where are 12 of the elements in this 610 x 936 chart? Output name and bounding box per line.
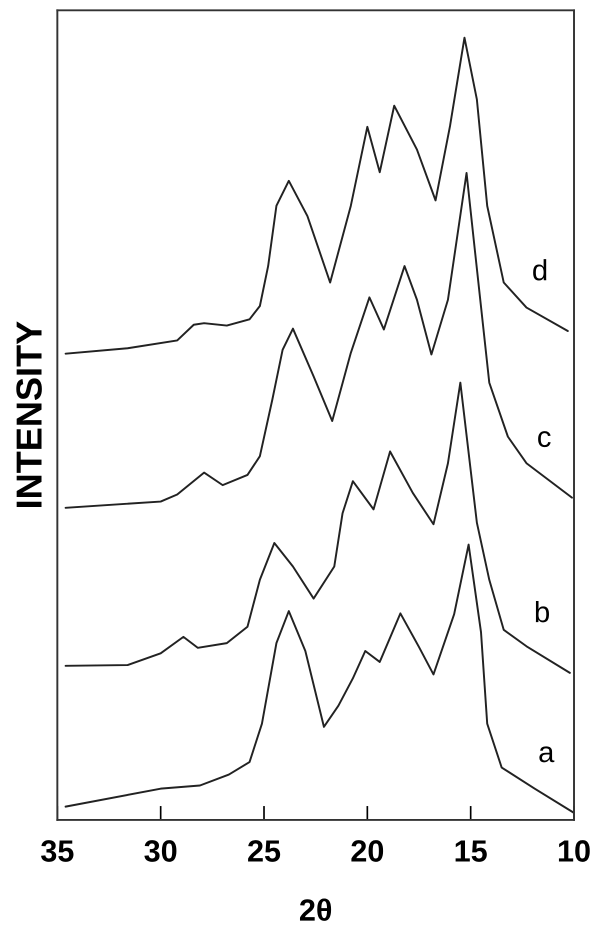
x-tick-label: 20 — [351, 840, 384, 862]
x-axis-title: 2θ — [300, 898, 332, 921]
x-tick-label: 35 — [41, 840, 74, 862]
x-tick-label: 25 — [248, 840, 280, 862]
series-label: d — [533, 259, 546, 281]
series-label: c — [538, 431, 551, 448]
x-tick-label: 10 — [558, 840, 590, 862]
series-label: b — [536, 600, 549, 622]
x-tick-label: 15 — [456, 840, 487, 862]
series-label: a — [539, 746, 554, 762]
y-axis-title: INTENSITY — [16, 321, 42, 507]
x-tick-label: 30 — [144, 840, 176, 862]
